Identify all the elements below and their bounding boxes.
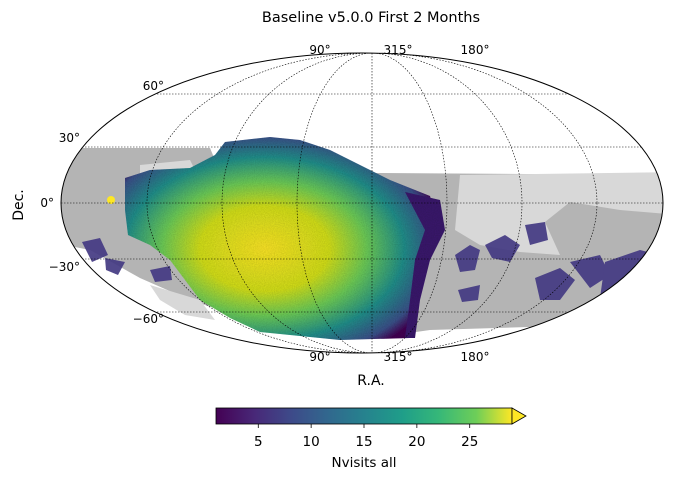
dec-tick-0: 0° [40,196,54,210]
y-axis-label: Dec. [11,189,27,221]
ra-tick-bottom-3: 180° [461,350,490,364]
colorbar-ticks: 5 10 15 20 25 [254,424,478,450]
dec-tick-60: 60° [143,79,164,93]
ra-tick-top-3: 180° [461,43,490,57]
chart-title: Baseline v5.0.0 First 2 Months [262,10,480,26]
colorbar: 5 10 15 20 25 Nvisits all [215,407,527,471]
colorbar-tick-label: 25 [461,434,478,450]
galactic-plane-region-east [455,172,663,255]
ra-tick-top-2: 315° [384,43,413,57]
ra-tick-top-1: 90° [309,43,330,57]
dec-tick-minus30: −30° [49,260,80,274]
colorbar-gradient [215,407,513,425]
ra-tick-bottom-2: 315° [384,350,413,364]
dec-tick-30: 30° [59,131,80,145]
bright-field-marker [107,196,115,204]
galactic-plane-region-south [150,285,215,320]
map-boundary [60,52,664,354]
dec-tick-minus60: −60° [133,312,164,326]
colorbar-tick-label: 15 [355,434,372,450]
colorbar-tick-label: 10 [303,434,320,450]
colorbar-extend-arrow [511,407,527,425]
ra-tick-bottom-1: 90° [309,350,330,364]
colorbar-tick-label: 20 [408,434,425,450]
colorbar-tick-label: 5 [254,434,263,450]
x-axis-label: R.A. [357,373,384,389]
observed-region-main [125,137,435,340]
sky-map [61,53,663,353]
observed-region-edge [405,192,445,338]
colorbar-label: Nvisits all [331,455,396,471]
